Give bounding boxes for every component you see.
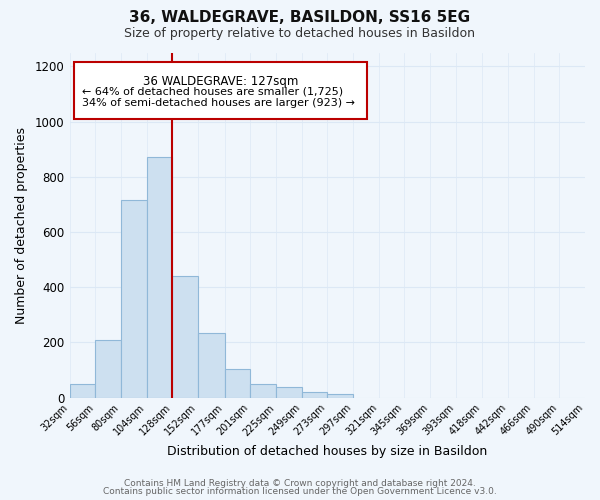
Y-axis label: Number of detached properties: Number of detached properties bbox=[15, 126, 28, 324]
Bar bbox=[146, 158, 172, 398]
Text: ← 64% of detached houses are smaller (1,725): ← 64% of detached houses are smaller (1,… bbox=[82, 86, 344, 96]
Text: 34% of semi-detached houses are larger (923) →: 34% of semi-detached houses are larger (… bbox=[82, 98, 355, 108]
Text: 36, WALDEGRAVE, BASILDON, SS16 5EG: 36, WALDEGRAVE, BASILDON, SS16 5EG bbox=[130, 10, 470, 25]
Bar bbox=[172, 276, 198, 398]
Bar bbox=[302, 392, 327, 398]
Bar bbox=[276, 386, 302, 398]
Bar bbox=[95, 340, 121, 398]
Text: Size of property relative to detached houses in Basildon: Size of property relative to detached ho… bbox=[125, 28, 476, 40]
Bar bbox=[250, 384, 276, 398]
Bar bbox=[224, 368, 250, 398]
Text: 36 WALDEGRAVE: 127sqm: 36 WALDEGRAVE: 127sqm bbox=[143, 74, 298, 88]
FancyBboxPatch shape bbox=[74, 62, 367, 119]
Bar bbox=[121, 200, 146, 398]
Text: Contains HM Land Registry data © Crown copyright and database right 2024.: Contains HM Land Registry data © Crown c… bbox=[124, 478, 476, 488]
Bar bbox=[327, 394, 353, 398]
Text: Contains public sector information licensed under the Open Government Licence v3: Contains public sector information licen… bbox=[103, 487, 497, 496]
X-axis label: Distribution of detached houses by size in Basildon: Distribution of detached houses by size … bbox=[167, 444, 487, 458]
Bar bbox=[198, 333, 224, 398]
Bar bbox=[70, 384, 95, 398]
